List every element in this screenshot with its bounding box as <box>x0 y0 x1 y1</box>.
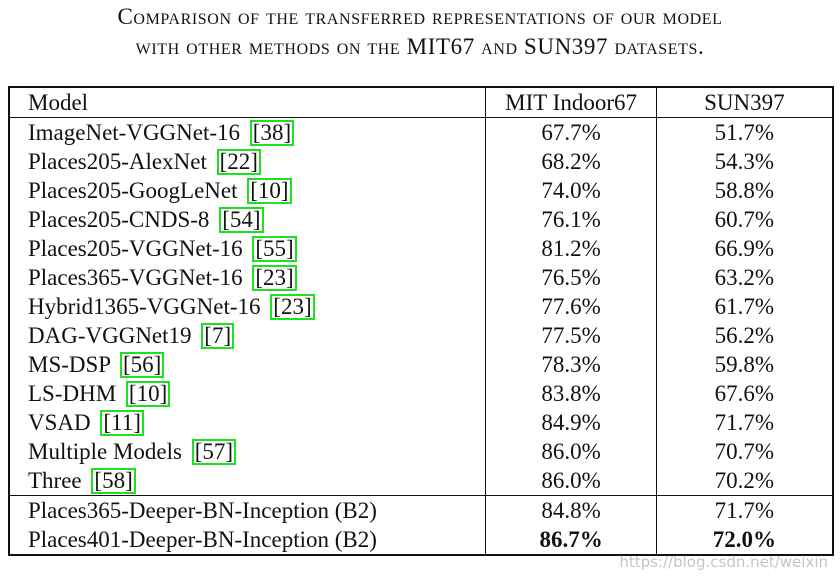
mit-value: 86.0% <box>485 466 657 496</box>
sun-value-best: 72.0% <box>655 525 833 555</box>
mit-value: 78.3% <box>485 350 657 379</box>
model-cell: Places205-AlexNet 22 <box>9 147 486 176</box>
table-caption: Comparison of the transferred representa… <box>0 2 840 62</box>
table-row-ours: Places365-Deeper-BN-Inception (B2) 84.8%… <box>9 495 833 525</box>
table-row: Places205-VGGNet-16 55 81.2% 66.9% <box>9 234 833 263</box>
model-name: VSAD <box>28 410 91 435</box>
model-name: ImageNet-VGGNet-16 <box>28 120 241 145</box>
sun-value: 51.7% <box>655 117 833 147</box>
citation-link[interactable]: 11 <box>100 410 144 436</box>
model-name: MS-DSP <box>28 352 111 377</box>
mit-value-best: 86.7% <box>485 525 657 555</box>
sun-value: 59.8% <box>655 350 833 379</box>
sun-value: 58.8% <box>655 176 833 205</box>
sun-value: 70.7% <box>655 437 833 466</box>
model-cell: DAG-VGGNet19 7 <box>9 321 486 350</box>
model-cell: ImageNet-VGGNet-16 38 <box>9 118 486 148</box>
sun-value: 66.9% <box>655 234 833 263</box>
header-sun: SUN397 <box>655 87 833 118</box>
model-name: DAG-VGGNet19 <box>28 323 192 348</box>
table-row: Places205-CNDS-8 54 76.1% 60.7% <box>9 205 833 234</box>
citation-link[interactable]: 23 <box>252 265 297 291</box>
mit-value: 76.1% <box>485 205 657 234</box>
citation-link[interactable]: 10 <box>247 178 292 204</box>
citation-link[interactable]: 7 <box>201 323 235 349</box>
mit-value: 74.0% <box>485 176 657 205</box>
model-cell: MS-DSP 56 <box>9 350 486 379</box>
model-name: Hybrid1365-VGGNet-16 <box>28 294 261 319</box>
mit-value: 83.8% <box>485 379 657 408</box>
sun-value: 70.2% <box>655 466 833 496</box>
model-name: LS-DHM <box>28 381 117 406</box>
results-table-container: Model MIT Indoor67 SUN397 ImageNet-VGGNe… <box>8 86 834 556</box>
citation-link[interactable]: 54 <box>219 207 264 233</box>
sun-value: 67.6% <box>655 379 833 408</box>
mit-value: 76.5% <box>485 263 657 292</box>
table-row: DAG-VGGNet19 7 77.5% 56.2% <box>9 321 833 350</box>
sun-value: 61.7% <box>655 292 833 321</box>
model-name: Places205-VGGNet-16 <box>28 236 243 261</box>
results-table: Model MIT Indoor67 SUN397 ImageNet-VGGNe… <box>8 86 834 556</box>
table-row: Three 58 86.0% 70.2% <box>9 466 833 496</box>
citation-link[interactable]: 38 <box>249 120 295 146</box>
caption-line-1: Comparison of the transferred representa… <box>117 4 723 29</box>
model-name: Places205-GoogLeNet <box>28 178 238 203</box>
model-name: Places205-AlexNet <box>28 149 207 174</box>
sun-value: 63.2% <box>655 263 833 292</box>
sun-value: 71.7% <box>655 408 833 437</box>
model-cell: Places205-VGGNet-16 55 <box>9 234 486 263</box>
model-cell: Places365-VGGNet-16 23 <box>9 263 486 292</box>
citation-link[interactable]: 55 <box>252 236 297 262</box>
model-name: Places365-VGGNet-16 <box>28 265 243 290</box>
header-mit: MIT Indoor67 <box>485 87 657 118</box>
table-row-ours: Places401-Deeper-BN-Inception (B2) 86.7%… <box>9 525 833 555</box>
citation-link[interactable]: 22 <box>216 149 261 175</box>
model-name: Places205-CNDS-8 <box>28 207 210 232</box>
sun-value: 56.2% <box>655 321 833 350</box>
mit-value: 77.5% <box>485 321 657 350</box>
header-row: Model MIT Indoor67 SUN397 <box>9 87 833 118</box>
citation-link[interactable]: 23 <box>270 294 315 320</box>
mit-value: 84.8% <box>485 495 657 525</box>
mit-value: 67.7% <box>485 117 657 147</box>
sun-value: 54.3% <box>655 147 833 176</box>
table-row: Places205-AlexNet 22 68.2% 54.3% <box>9 147 833 176</box>
mit-value: 68.2% <box>485 147 657 176</box>
mit-value: 81.2% <box>485 234 657 263</box>
table-row: MS-DSP 56 78.3% 59.8% <box>9 350 833 379</box>
table-row: ImageNet-VGGNet-16 38 67.7% 51.7% <box>9 117 833 148</box>
table-row: Places365-VGGNet-16 23 76.5% 63.2% <box>9 263 833 292</box>
sun-value: 60.7% <box>655 205 833 234</box>
model-name: Places365-Deeper-BN-Inception (B2) <box>9 495 486 525</box>
table-row: Multiple Models 57 86.0% 70.7% <box>9 437 833 466</box>
model-name: Places401-Deeper-BN-Inception (B2) <box>28 527 377 552</box>
model-cell: Three 58 <box>9 466 486 496</box>
table-row: LS-DHM 10 83.8% 67.6% <box>9 379 833 408</box>
mit-value: 77.6% <box>485 292 657 321</box>
header-model: Model <box>9 87 486 118</box>
model-cell: Multiple Models 57 <box>9 437 486 466</box>
citation-link[interactable]: 57 <box>191 439 237 465</box>
model-cell: Places205-CNDS-8 54 <box>9 205 486 234</box>
citation-link[interactable]: 10 <box>125 381 171 407</box>
model-cell: VSAD 11 <box>9 408 486 437</box>
model-cell: Places205-GoogLeNet 10 <box>9 176 486 205</box>
table-row: VSAD 11 84.9% 71.7% <box>9 408 833 437</box>
caption-line-2: with other methods on the MIT67 and SUN3… <box>135 34 705 59</box>
model-name: Multiple Models <box>28 439 182 464</box>
model-cell: LS-DHM 10 <box>9 379 486 408</box>
citation-link[interactable]: 56 <box>120 352 165 378</box>
mit-value: 84.9% <box>485 408 657 437</box>
sun-value: 71.7% <box>655 495 833 525</box>
model-name: Three <box>28 468 82 493</box>
model-cell: Hybrid1365-VGGNet-16 23 <box>9 292 486 321</box>
table-row: Hybrid1365-VGGNet-16 23 77.6% 61.7% <box>9 292 833 321</box>
table-row: Places205-GoogLeNet 10 74.0% 58.8% <box>9 176 833 205</box>
citation-link[interactable]: 58 <box>91 468 136 494</box>
mit-value: 86.0% <box>485 437 657 466</box>
